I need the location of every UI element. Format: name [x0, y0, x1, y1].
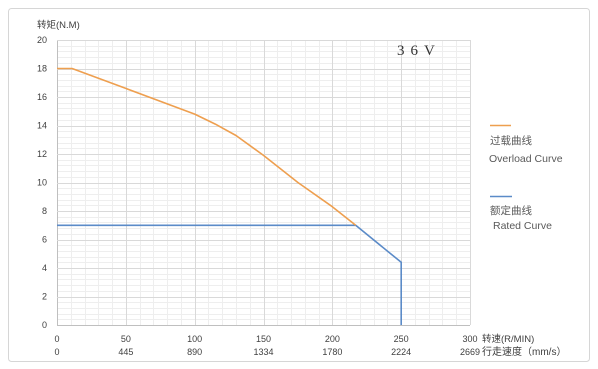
y-tick-label: 10	[37, 178, 47, 188]
y-tick-label: 8	[42, 206, 47, 216]
x2-tick-label: 2669	[460, 347, 480, 357]
legend-label-rated-cn: 额定曲线	[490, 204, 532, 217]
y-tick-label: 0	[42, 320, 47, 330]
x-tick-label: 100	[187, 334, 202, 344]
y-tick-label: 16	[37, 92, 47, 102]
y-tick-labels: 0 2 4 6 8 10 12 14 16 18 20	[37, 35, 47, 330]
x-axis-title: 转速(R/MIN)	[482, 333, 534, 345]
y-tick-label: 20	[37, 35, 47, 45]
y-tick-label: 12	[37, 149, 47, 159]
legend: 过载曲线 Overload Curve 额定曲线 Rated Curve	[489, 124, 563, 232]
y-axis-title: 转矩(N.M)	[37, 19, 80, 31]
x2-tick-label: 0	[54, 347, 59, 357]
x2-tick-labels: 0 445 890 1334 1780 2224 2669	[54, 347, 480, 357]
series-line-rated-curve	[57, 224, 402, 325]
voltage-label: 36V	[397, 43, 441, 59]
y-tick-label: 6	[42, 235, 47, 245]
x2-tick-label: 2224	[391, 347, 411, 357]
legend-label-rated-en: Rated Curve	[493, 220, 552, 232]
x2-axis-title: 行走速度（mm/s）	[482, 345, 566, 358]
legend-label-overload-en: Overload Curve	[489, 153, 563, 165]
x-tick-label: 200	[325, 334, 340, 344]
x-tick-labels: 0 50 100 150 200 250 300	[54, 334, 477, 344]
x-tick-label: 150	[256, 334, 271, 344]
y-tick-label: 14	[37, 121, 47, 131]
x2-tick-label: 1334	[253, 347, 273, 357]
legend-label-overload-cn: 过载曲线	[490, 134, 532, 147]
y-tick-label: 2	[42, 292, 47, 302]
series-lines	[57, 67, 402, 325]
x-tick-label: 50	[121, 334, 131, 344]
y-tick-label: 4	[42, 263, 47, 273]
x-tick-label: 300	[462, 334, 477, 344]
x-tick-label: 0	[54, 334, 59, 344]
series-line-overload-curve	[57, 67, 357, 226]
x2-tick-label: 890	[187, 347, 202, 357]
x2-tick-label: 445	[118, 347, 133, 357]
x-tick-label: 250	[394, 334, 409, 344]
y-tick-label: 18	[37, 64, 47, 74]
x2-tick-label: 1780	[322, 347, 342, 357]
